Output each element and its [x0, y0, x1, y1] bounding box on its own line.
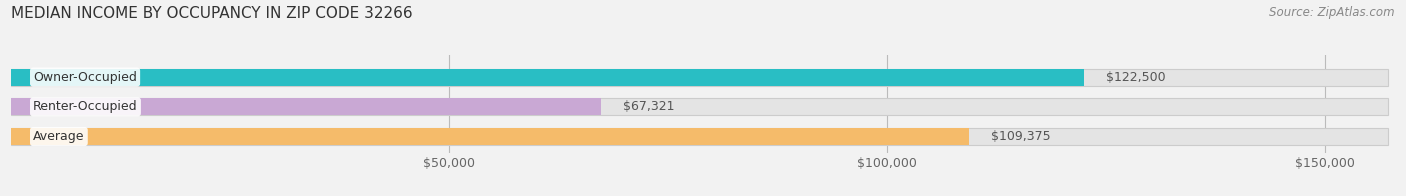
Text: $122,500: $122,500 — [1105, 71, 1166, 84]
Text: Source: ZipAtlas.com: Source: ZipAtlas.com — [1270, 6, 1395, 19]
Bar — [11, 128, 1388, 145]
Text: $109,375: $109,375 — [991, 130, 1050, 143]
Text: Average: Average — [34, 130, 84, 143]
Bar — [11, 69, 1388, 86]
Bar — [11, 128, 969, 145]
Text: Renter-Occupied: Renter-Occupied — [34, 100, 138, 113]
Bar — [11, 69, 1084, 86]
Text: Owner-Occupied: Owner-Occupied — [34, 71, 136, 84]
Text: MEDIAN INCOME BY OCCUPANCY IN ZIP CODE 32266: MEDIAN INCOME BY OCCUPANCY IN ZIP CODE 3… — [11, 6, 413, 21]
Text: $67,321: $67,321 — [623, 100, 673, 113]
Bar — [11, 98, 1388, 115]
Bar — [11, 98, 600, 115]
